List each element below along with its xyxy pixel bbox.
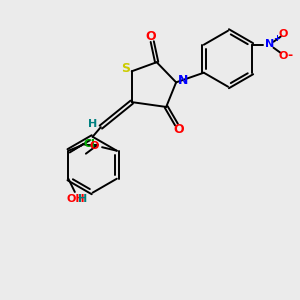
Text: Cl: Cl bbox=[84, 139, 95, 149]
Text: N: N bbox=[177, 74, 188, 87]
Text: +: + bbox=[273, 34, 280, 43]
Text: H: H bbox=[88, 118, 97, 129]
Text: O: O bbox=[278, 28, 288, 38]
Text: H: H bbox=[78, 194, 87, 204]
Text: -: - bbox=[287, 50, 292, 62]
Text: S: S bbox=[121, 62, 130, 75]
Text: ethoxy: ethoxy bbox=[65, 145, 89, 151]
Text: OH: OH bbox=[66, 194, 85, 204]
Text: O: O bbox=[278, 51, 288, 61]
Text: O: O bbox=[146, 30, 156, 43]
Text: O: O bbox=[89, 141, 98, 151]
Text: N: N bbox=[265, 39, 274, 49]
Text: O: O bbox=[173, 123, 184, 136]
